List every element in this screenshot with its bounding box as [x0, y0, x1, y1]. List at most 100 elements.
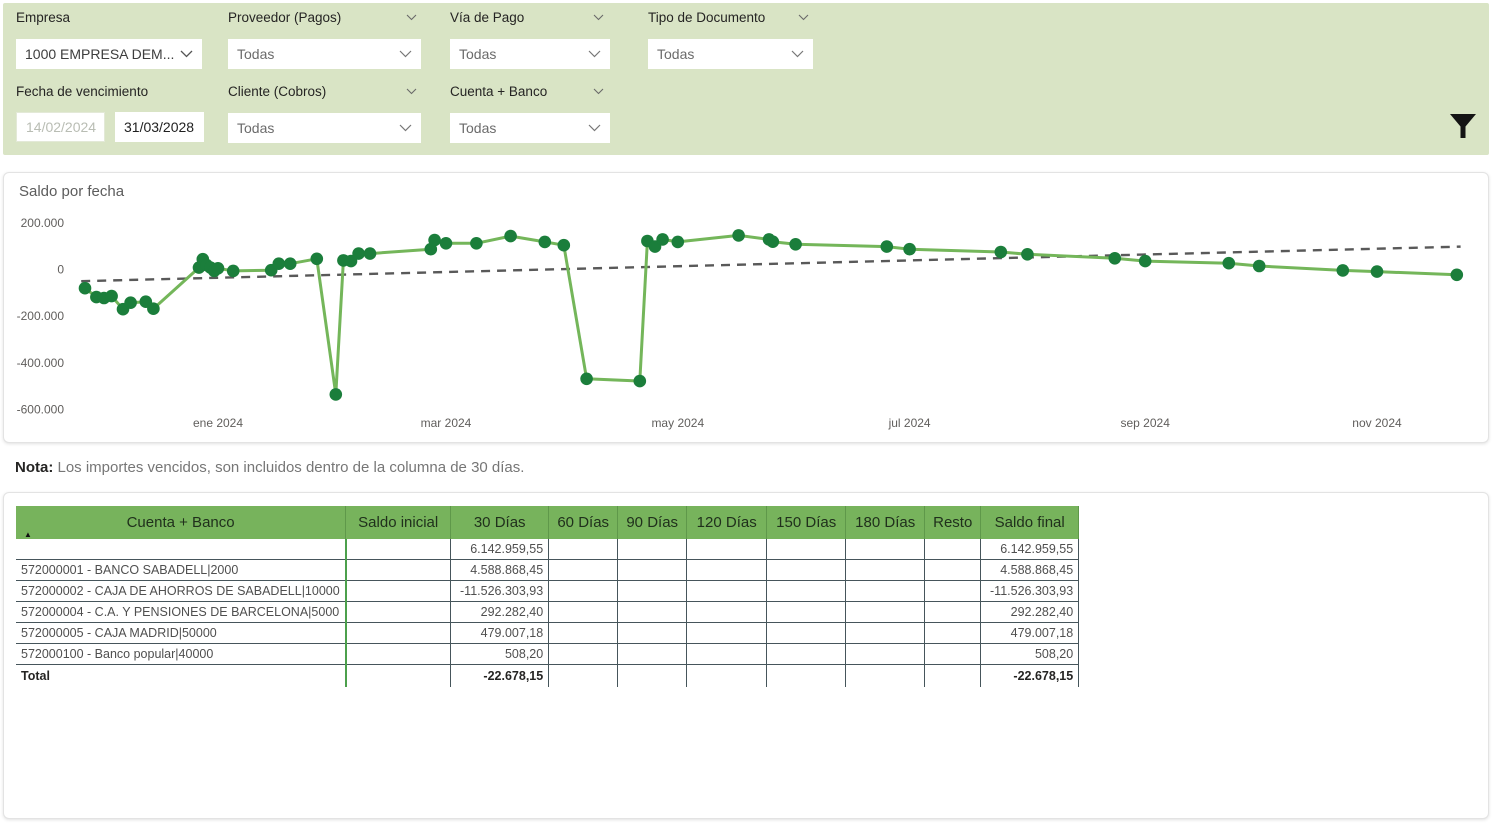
- tipo-documento-dropdown-value: Todas: [657, 46, 695, 62]
- note-prefix: Nota:: [15, 459, 54, 476]
- data-point-marker[interactable]: [329, 388, 343, 401]
- data-point-marker[interactable]: [124, 296, 137, 309]
- data-point-marker[interactable]: [147, 302, 160, 315]
- table-cell: [345, 643, 452, 665]
- column-header[interactable]: 120 Días: [686, 506, 768, 539]
- column-header-label: 150 Días: [776, 514, 837, 531]
- cuenta-banco-dropdown-value: Todas: [459, 120, 497, 136]
- column-header[interactable]: Saldo inicial: [345, 506, 452, 539]
- table-cell: 572000100 - Banco popular|40000: [16, 643, 347, 665]
- data-point-marker[interactable]: [1370, 265, 1384, 278]
- column-header[interactable]: Resto: [924, 506, 982, 539]
- data-point-marker[interactable]: [994, 245, 1008, 259]
- table-cell: [617, 664, 688, 687]
- chevron-down-icon[interactable]: [593, 88, 604, 95]
- data-point-marker[interactable]: [1108, 252, 1122, 265]
- slicer-label-empresa: Empresa: [16, 10, 71, 25]
- table-cell: [924, 622, 982, 644]
- chevron-down-icon[interactable]: [798, 14, 809, 21]
- column-header[interactable]: 30 Días: [450, 506, 550, 539]
- data-point-marker[interactable]: [1336, 264, 1350, 277]
- data-point-marker[interactable]: [789, 238, 802, 251]
- data-point-marker[interactable]: [1222, 256, 1236, 270]
- empresa-dropdown-value: 1000 EMPRESA DEM...: [25, 46, 175, 62]
- table-cell: [845, 559, 926, 581]
- y-axis-tick-label: 200.000: [21, 216, 65, 230]
- table-cell: [617, 601, 688, 623]
- table-cell: [845, 580, 926, 602]
- slicer-label-via-de-pago: Vía de Pago: [450, 10, 525, 25]
- column-header[interactable]: Cuenta + Banco ▲: [16, 506, 347, 539]
- data-point-marker[interactable]: [272, 257, 286, 270]
- slicer-label-proveedor: Proveedor (Pagos): [228, 10, 342, 25]
- table-cell: [686, 601, 768, 623]
- column-header[interactable]: 60 Días: [548, 506, 619, 539]
- empresa-dropdown[interactable]: 1000 EMPRESA DEM...: [16, 39, 202, 69]
- chevron-down-icon[interactable]: [406, 14, 417, 21]
- table-cell: 292.282,40: [980, 601, 1080, 623]
- table-cell: [924, 601, 982, 623]
- table-cell: [345, 539, 452, 560]
- via-de-pago-dropdown[interactable]: Todas: [450, 39, 610, 69]
- data-point-marker[interactable]: [439, 237, 453, 250]
- data-point-marker[interactable]: [363, 247, 377, 260]
- proveedor-dropdown[interactable]: Todas: [228, 39, 421, 69]
- table-cell: [345, 601, 452, 623]
- table-cell: [548, 601, 619, 623]
- x-axis-tick-label: nov 2024: [1352, 416, 1402, 430]
- table-row: 572000002 - CAJA DE AHORROS DE SABADELL|…: [16, 580, 1080, 602]
- column-header[interactable]: 150 Días: [766, 506, 847, 539]
- table-cell: [766, 601, 847, 623]
- data-point-marker[interactable]: [211, 262, 225, 275]
- table-cell: [345, 559, 452, 581]
- column-header-label: Cuenta + Banco: [126, 514, 235, 531]
- balance-line-chart[interactable]: 200.000 0 -200.000 -400.000 -600.000 ene 2024…: [4, 173, 1490, 444]
- table-cell: 572000005 - CAJA MADRID|50000: [16, 622, 347, 644]
- data-point-marker[interactable]: [880, 240, 894, 253]
- table-cell: [686, 580, 768, 602]
- data-point-marker[interactable]: [470, 237, 483, 250]
- data-point-marker[interactable]: [1021, 248, 1034, 261]
- data-point-marker[interactable]: [1450, 268, 1464, 282]
- table-total-row: Total -22.678,15 -22.678,15: [16, 664, 1080, 687]
- chevron-down-icon[interactable]: [406, 88, 417, 95]
- table-cell: [845, 664, 926, 687]
- date-start-input[interactable]: 14/02/2024: [16, 112, 105, 142]
- data-point-marker[interactable]: [352, 247, 365, 260]
- data-point-marker[interactable]: [504, 229, 517, 243]
- table-cell: [766, 622, 847, 644]
- column-header-label: Saldo final: [994, 514, 1065, 531]
- data-point-marker[interactable]: [310, 252, 324, 266]
- table-cell: 6.142.959,55: [450, 539, 550, 560]
- aging-matrix-table[interactable]: Cuenta + Banco ▲ Saldo inicial 30 Días 60 Dí…: [16, 506, 1080, 687]
- data-point-marker[interactable]: [633, 374, 647, 388]
- table-cell: [845, 643, 926, 665]
- cliente-dropdown[interactable]: Todas: [228, 113, 421, 143]
- data-point-marker[interactable]: [656, 233, 669, 246]
- table-row: 572000005 - CAJA MADRID|50000 479.007,18 4…: [16, 622, 1080, 644]
- data-point-marker[interactable]: [226, 264, 240, 278]
- data-point-marker[interactable]: [766, 235, 780, 248]
- data-point-marker[interactable]: [1252, 259, 1266, 273]
- column-header[interactable]: 180 Días: [845, 506, 926, 539]
- data-point-marker[interactable]: [283, 257, 297, 270]
- data-point-marker[interactable]: [557, 238, 571, 252]
- cuenta-banco-dropdown[interactable]: Todas: [450, 113, 610, 143]
- data-point-marker[interactable]: [78, 281, 92, 295]
- data-point-marker[interactable]: [671, 235, 685, 249]
- data-point-marker[interactable]: [580, 372, 593, 386]
- data-point-marker[interactable]: [538, 235, 552, 249]
- tipo-documento-dropdown[interactable]: Todas: [648, 39, 813, 69]
- chevron-down-icon: [399, 50, 412, 58]
- data-point-marker[interactable]: [903, 242, 916, 256]
- column-header[interactable]: Saldo final: [980, 506, 1080, 539]
- column-header[interactable]: 90 Días: [617, 506, 688, 539]
- data-point-marker[interactable]: [428, 233, 441, 247]
- filter-funnel-button[interactable]: [1443, 106, 1483, 146]
- chevron-down-icon[interactable]: [593, 14, 604, 21]
- data-point-marker[interactable]: [105, 289, 118, 303]
- data-point-marker[interactable]: [1138, 254, 1152, 268]
- data-point-marker[interactable]: [732, 229, 745, 242]
- date-end-input[interactable]: 31/03/2028: [115, 112, 204, 142]
- table-row: 572000100 - Banco popular|40000 508,20 508…: [16, 643, 1080, 665]
